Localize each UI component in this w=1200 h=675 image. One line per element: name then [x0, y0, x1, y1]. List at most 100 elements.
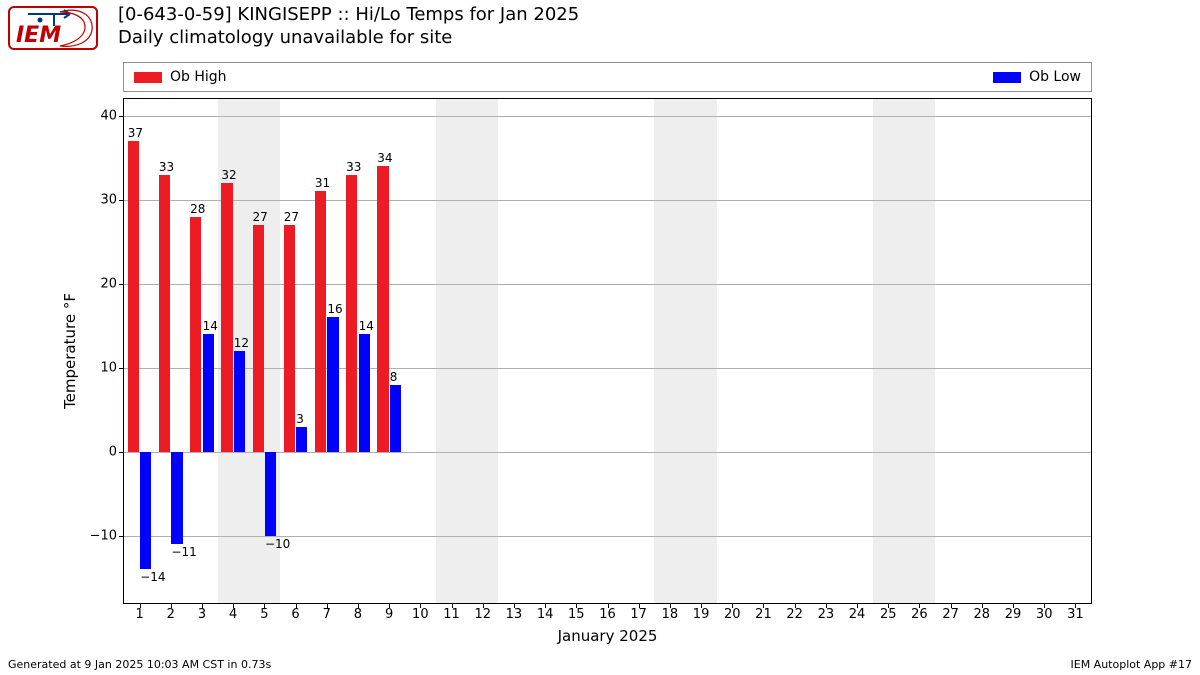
chart-titles: [0-643-0-59] KINGISEPP :: Hi/Lo Temps fo… [118, 4, 579, 49]
x-tick-label: 31 [1067, 607, 1084, 622]
ob-low-value-label: 8 [390, 370, 398, 384]
x-tick-label: 10 [412, 607, 429, 622]
x-tick-label: 5 [260, 607, 268, 622]
x-tick-label: 17 [630, 607, 647, 622]
footer-generated: Generated at 9 Jan 2025 10:03 AM CST in … [8, 658, 271, 671]
x-tick-label: 20 [724, 607, 741, 622]
logo-text: IEM [16, 23, 61, 48]
x-tick-label: 6 [291, 607, 299, 622]
y-tick-mark [119, 536, 124, 537]
x-tick-label: 24 [849, 607, 866, 622]
y-tick-mark [119, 116, 124, 117]
x-tick-label: 25 [880, 607, 897, 622]
x-tick-label: 23 [818, 607, 835, 622]
y-tick-label: 30 [100, 192, 117, 207]
x-tick-label: 7 [323, 607, 331, 622]
weekend-band [654, 99, 716, 603]
legend-swatch-low [993, 72, 1021, 83]
ob-high-bar [190, 217, 201, 452]
ob-low-value-label: −10 [265, 537, 290, 551]
iem-logo: IEM [8, 6, 98, 50]
ob-low-value-label: −11 [171, 545, 196, 559]
ob-low-bar [327, 317, 338, 451]
ob-low-value-label: −14 [140, 570, 165, 584]
y-tick-label: 20 [100, 276, 117, 291]
x-tick-label: 11 [443, 607, 460, 622]
ob-high-value-label: 33 [346, 160, 361, 174]
page: IEM [0-643-0-59] KINGISEPP :: Hi/Lo Temp… [0, 0, 1200, 675]
x-tick-label: 26 [911, 607, 928, 622]
ob-low-bar [234, 351, 245, 452]
legend-item-high: Ob High [134, 69, 227, 85]
x-tick-label: 16 [599, 607, 616, 622]
ob-high-bar [284, 225, 295, 452]
gridline [124, 116, 1091, 117]
y-tick-mark [119, 368, 124, 369]
x-tick-label: 2 [167, 607, 175, 622]
x-tick-label: 28 [974, 607, 991, 622]
legend: Ob High Ob Low [123, 62, 1092, 92]
ob-low-value-label: 12 [234, 336, 249, 350]
ob-high-value-label: 32 [221, 168, 236, 182]
ob-low-bar [296, 427, 307, 452]
logo-dot-icon [38, 18, 43, 23]
x-tick-label: 29 [1005, 607, 1022, 622]
ob-low-bar [171, 452, 182, 544]
logo-iowa-outline-icon [60, 10, 92, 46]
ob-high-value-label: 28 [190, 202, 205, 216]
ob-high-bar [253, 225, 264, 452]
ob-high-value-label: 27 [284, 210, 299, 224]
x-tick-label: 9 [385, 607, 393, 622]
ob-low-value-label: 14 [359, 319, 374, 333]
x-tick-label: 22 [786, 607, 803, 622]
y-tick-label: 40 [100, 108, 117, 123]
title-line-1: [0-643-0-59] KINGISEPP :: Hi/Lo Temps fo… [118, 4, 579, 27]
ob-high-value-label: 31 [315, 176, 330, 190]
ob-low-value-label: 14 [203, 319, 218, 333]
x-tick-label: 13 [506, 607, 523, 622]
ob-high-value-label: 37 [128, 126, 143, 140]
x-tick-label: 1 [135, 607, 143, 622]
x-tick-label: 21 [755, 607, 772, 622]
y-tick-mark [119, 200, 124, 201]
ob-high-value-label: 34 [377, 151, 392, 165]
ob-low-value-label: 3 [296, 412, 304, 426]
y-tick-mark [119, 284, 124, 285]
ob-high-bar [315, 191, 326, 451]
ob-high-bar [377, 166, 388, 452]
legend-label-low: Ob Low [1029, 69, 1081, 85]
legend-swatch-high [134, 72, 162, 83]
ob-low-value-label: 16 [327, 302, 342, 316]
gridline [124, 368, 1091, 369]
y-tick-label: −10 [90, 528, 117, 543]
ob-high-bar [128, 141, 139, 452]
y-axis-label: Temperature °F [60, 99, 80, 603]
legend-label-high: Ob High [170, 69, 227, 85]
ob-high-value-label: 27 [253, 210, 268, 224]
ob-low-bar [390, 385, 401, 452]
y-tick-label: 10 [100, 360, 117, 375]
footer-app: IEM Autoplot App #17 [1071, 658, 1193, 671]
x-tick-label: 3 [198, 607, 206, 622]
y-tick-mark [119, 452, 124, 453]
gridline [124, 284, 1091, 285]
x-tick-label: 30 [1036, 607, 1053, 622]
x-tick-label: 15 [568, 607, 585, 622]
x-tick-label: 14 [537, 607, 554, 622]
x-axis-label: January 2025 [124, 627, 1091, 645]
ob-high-bar [159, 175, 170, 452]
ob-high-bar [221, 183, 232, 452]
weekend-band [436, 99, 498, 603]
ob-high-bar [346, 175, 357, 452]
ob-high-value-label: 33 [159, 160, 174, 174]
plot-area: Temperature °F January 2025 −10010203040… [123, 98, 1092, 604]
x-tick-label: 19 [693, 607, 710, 622]
title-line-2: Daily climatology unavailable for site [118, 27, 579, 50]
x-tick-label: 27 [942, 607, 959, 622]
ob-low-bar [265, 452, 276, 536]
x-tick-label: 12 [474, 607, 491, 622]
y-tick-label: 0 [109, 444, 117, 459]
gridline [124, 200, 1091, 201]
ob-low-bar [359, 334, 370, 452]
x-tick-label: 8 [354, 607, 362, 622]
